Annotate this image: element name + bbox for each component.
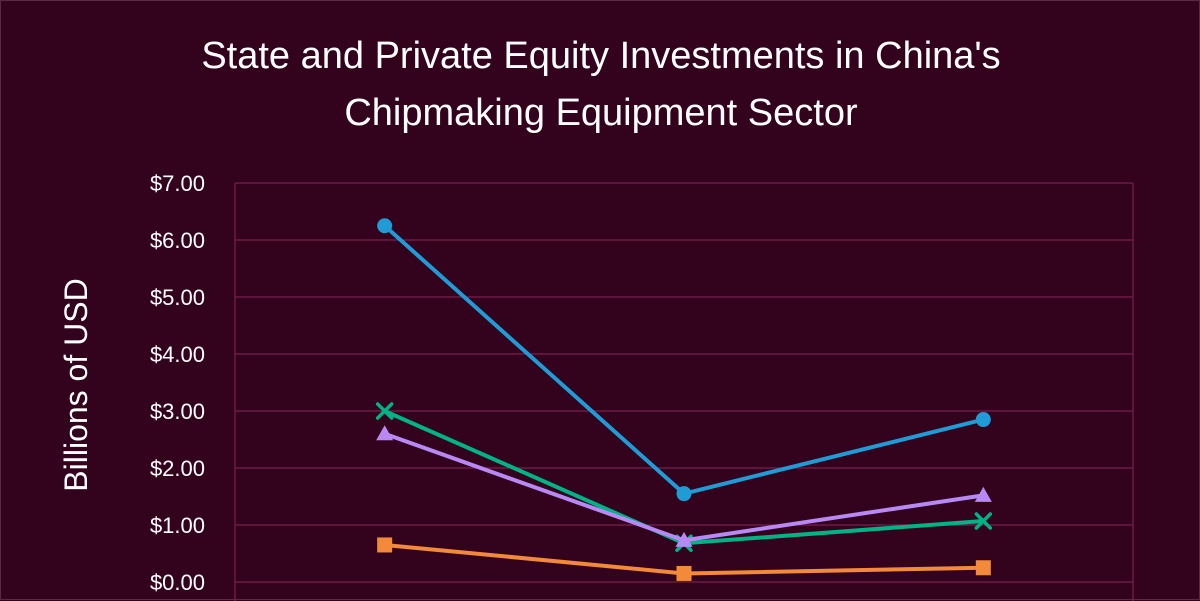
chart-title-line-2: Chipmaking Equipment Sector — [344, 92, 858, 134]
y-tick-label-1: $1.00 — [150, 513, 205, 538]
series-1 — [375, 402, 993, 552]
series-0-point-1 — [676, 486, 692, 502]
series-2-point-2 — [974, 486, 992, 502]
y-tick-label-4: $4.00 — [150, 342, 205, 367]
series-3 — [377, 537, 991, 581]
y-tick-label-0: $0.00 — [150, 570, 205, 595]
series-layer — [375, 218, 993, 581]
y-tick-labels: $0.00 $1.00 $2.00 $3.00 $4.00 $5.00 $6.00 $7.00 — [150, 171, 205, 595]
y-axis-title: Billions of USD — [58, 278, 94, 491]
y-tick-label-5: $5.00 — [150, 285, 205, 310]
series-0-point-0 — [377, 218, 393, 234]
series-1-line — [382, 409, 986, 546]
series-3-point-1 — [676, 565, 692, 581]
series-3-point-0 — [377, 537, 393, 553]
series-0 — [377, 218, 991, 502]
y-tick-label-6: $6.00 — [150, 228, 205, 253]
series-1-point-2 — [974, 512, 993, 530]
series-1-point-0 — [375, 402, 394, 420]
y-tick-label-7: $7.00 — [150, 171, 205, 196]
series-2-point-1 — [675, 531, 693, 547]
series-2 — [376, 425, 992, 547]
chart-title-line-1: State and Private Equity Investments in … — [201, 35, 1000, 77]
y-tick-label-2: $2.00 — [150, 456, 205, 481]
series-3-point-2 — [975, 560, 991, 576]
series-0-line — [382, 223, 986, 496]
series-0-point-2 — [975, 412, 991, 428]
series-2-point-0 — [376, 425, 394, 441]
y-tick-label-3: $3.00 — [150, 399, 205, 424]
